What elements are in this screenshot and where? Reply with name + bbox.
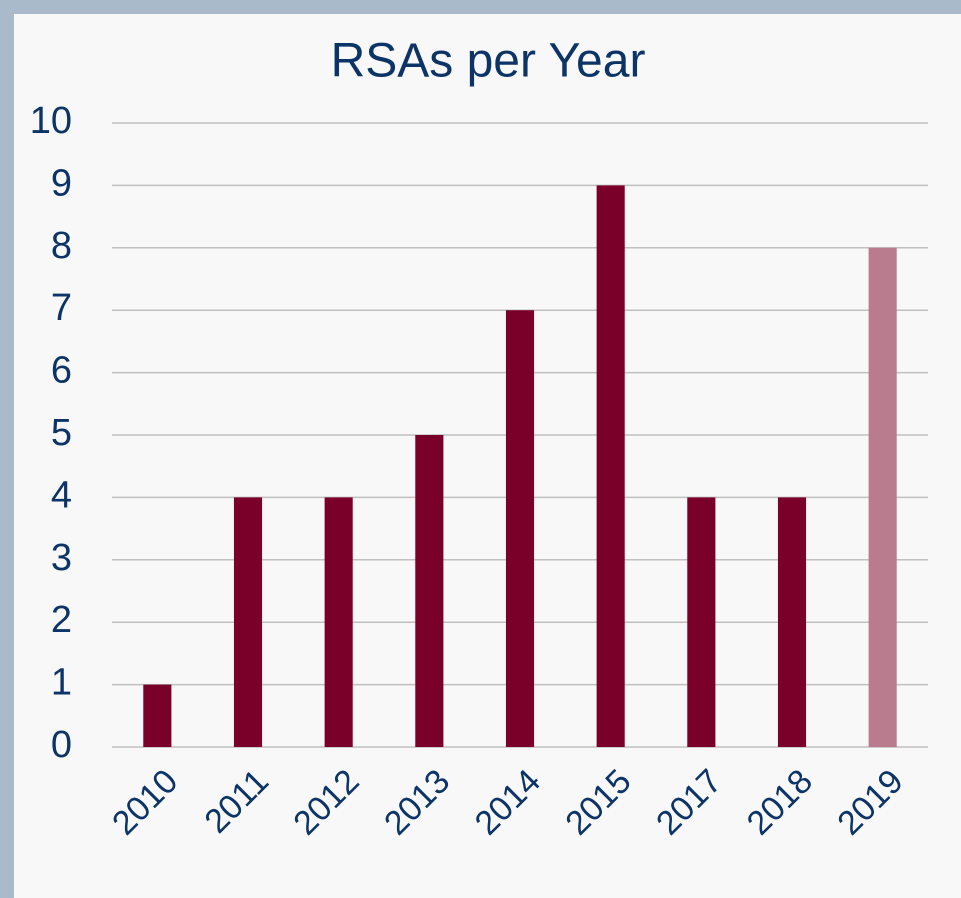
y-tick-label: 0 — [51, 724, 72, 766]
bar — [415, 435, 444, 747]
bar — [687, 497, 716, 747]
y-tick-label: 1 — [51, 662, 72, 704]
y-tick-label: 2 — [51, 599, 72, 641]
bar — [505, 310, 535, 747]
y-tick-label: 6 — [51, 350, 72, 392]
chart-title: RSAs per Year — [331, 35, 646, 88]
y-tick-label: 7 — [51, 287, 72, 329]
y-tick-label: 3 — [51, 537, 72, 579]
bar — [324, 497, 353, 747]
y-tick-label: 5 — [51, 412, 72, 454]
bar — [777, 497, 807, 747]
y-tick-label: 10 — [30, 100, 72, 142]
bar — [868, 247, 897, 748]
y-tick-label: 9 — [51, 162, 72, 204]
bar — [143, 684, 172, 747]
y-tick-label: 8 — [51, 225, 72, 267]
bar — [596, 185, 625, 747]
y-tick-label: 4 — [51, 474, 72, 516]
bar — [233, 497, 263, 747]
chart-panel — [14, 14, 961, 898]
